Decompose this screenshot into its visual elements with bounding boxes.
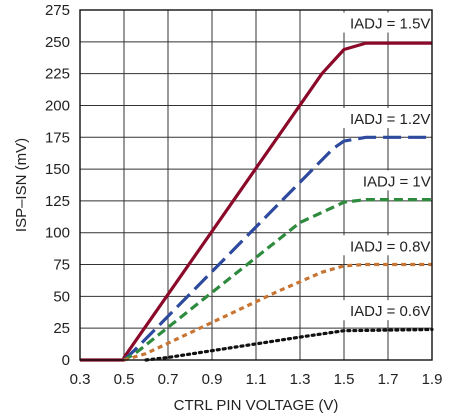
series-line bbox=[123, 198, 432, 362]
series-line bbox=[144, 327, 434, 362]
y-tick-label: 100 bbox=[45, 225, 70, 242]
y-tick-label: 50 bbox=[53, 288, 70, 305]
series-annotation: IADJ = 1V bbox=[363, 173, 431, 190]
series-annotation: IADJ = 1.2V bbox=[350, 111, 430, 128]
y-tick-label: 175 bbox=[45, 129, 70, 146]
y-axis-label: ISP–ISN (mV) bbox=[13, 138, 30, 232]
x-tick-label: 1.1 bbox=[246, 371, 267, 388]
series-annotation: IADJ = 0.8V bbox=[350, 238, 430, 255]
y-tick-label: 150 bbox=[45, 161, 70, 178]
x-axis-label: CTRL PIN VOLTAGE (V) bbox=[174, 397, 339, 414]
annotation-background bbox=[339, 300, 442, 321]
y-tick-label: 225 bbox=[45, 66, 70, 83]
series-line bbox=[122, 135, 432, 362]
x-tick-label: 1.5 bbox=[334, 371, 355, 388]
y-tick-label: 250 bbox=[45, 34, 70, 51]
x-tick-labels: 0.3 0.5 0.7 0.9 1.1 1.3 1.5 1.7 1.9 bbox=[70, 371, 443, 388]
y-tick-label: 25 bbox=[53, 320, 70, 337]
y-tick-label: 200 bbox=[45, 97, 70, 114]
series-line bbox=[123, 262, 432, 362]
x-tick-label: 1.9 bbox=[422, 371, 443, 388]
x-tick-label: 0.3 bbox=[70, 371, 91, 388]
plot-frame bbox=[79, 9, 433, 361]
annotation-background bbox=[339, 108, 442, 128]
x-tick-label: 0.9 bbox=[202, 371, 223, 388]
annotation-background bbox=[339, 235, 442, 256]
y-tick-label: 75 bbox=[53, 257, 70, 274]
y-tick-labels: 0 25 50 75 100 125 150 175 200 225 250 275 bbox=[45, 2, 70, 369]
x-tick-label: 0.7 bbox=[158, 371, 179, 388]
grid bbox=[79, 9, 433, 361]
y-tick-label: 275 bbox=[45, 2, 70, 19]
series-annotation: IADJ = 0.6V bbox=[350, 303, 430, 320]
annotation-background bbox=[354, 170, 440, 191]
annotation-layer: IADJ = 1.5V IADJ = 1.2V IADJ = 1V IADJ = 0.… bbox=[339, 12, 442, 321]
x-tick-label: 1.7 bbox=[378, 371, 399, 388]
annotation-background bbox=[339, 12, 442, 33]
x-tick-label: 1.3 bbox=[290, 371, 311, 388]
x-tick-label: 0.5 bbox=[114, 371, 135, 388]
y-tick-label: 0 bbox=[62, 352, 70, 369]
y-tick-label: 125 bbox=[45, 193, 70, 210]
series-annotation: IADJ = 1.5V bbox=[350, 16, 430, 33]
